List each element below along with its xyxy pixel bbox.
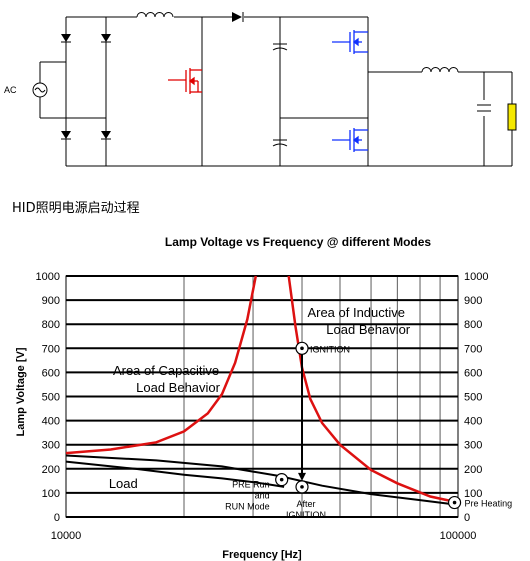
chart-title: Lamp Voltage vs Frequency @ different Mo… <box>165 235 432 249</box>
region-annotation: Area of Inductive <box>307 305 405 320</box>
y-tick-label-right: 300 <box>464 440 482 452</box>
bridge-diode-icons <box>61 34 111 140</box>
series-line-1 <box>65 275 258 455</box>
y-tick-label-right: 500 <box>464 392 482 404</box>
y-tick-label-right: 600 <box>464 367 482 379</box>
y-tick-label-right: 200 <box>464 464 482 476</box>
y-tick-label-right: 100 <box>464 488 482 500</box>
inductor-icon <box>136 12 174 18</box>
marker-label: and <box>255 491 270 501</box>
y-tick-label-right: 800 <box>464 319 482 331</box>
x-tick-label: 100000 <box>440 530 477 542</box>
y-tick-label-left: 100 <box>42 488 60 500</box>
boost-mosfet-icon <box>168 68 202 94</box>
marker-label: Pre Heating <box>465 499 513 509</box>
y-tick-label-left: 300 <box>42 440 60 452</box>
x-tick-label: 10000 <box>51 530 82 542</box>
y-tick-label-left: 500 <box>42 392 60 404</box>
y-tick-label-left: 200 <box>42 464 60 476</box>
low-side-mosfet-icon <box>332 128 368 152</box>
ac-source-icon <box>32 82 48 98</box>
y-tick-label-right: 900 <box>464 295 482 307</box>
marker-dot <box>279 477 284 482</box>
y-tick-label-left: 0 <box>54 512 60 524</box>
chart-ticks: 0 0 100 100 200 200 300 300 400 400 500 500 600 600 70… <box>36 271 489 542</box>
y-tick-label-left: 800 <box>42 319 60 331</box>
y-tick-label-left: 1000 <box>36 271 60 283</box>
y-tick-label-left: 900 <box>42 295 60 307</box>
chart-grid <box>65 275 459 518</box>
marker-dot <box>452 500 457 505</box>
ignition-arrow-head <box>298 472 307 481</box>
region-annotation: Load <box>109 476 138 491</box>
y-axis-label: Lamp Voltage [V] <box>15 347 27 436</box>
output-capacitor-icon <box>477 100 491 116</box>
marker-dot <box>300 346 304 351</box>
marker-label: After <box>296 499 315 509</box>
y-tick-label-left: 600 <box>42 367 60 379</box>
y-tick-label-right: 700 <box>464 343 482 355</box>
marker-label: IGNITION <box>310 344 350 354</box>
hid-lamp-icon <box>507 103 517 131</box>
marker-label: PRE Run <box>232 480 270 490</box>
caption: HID照明电源启动过程 <box>12 201 140 216</box>
high-side-mosfet-icon <box>332 30 368 54</box>
y-tick-label-left: 700 <box>42 343 60 355</box>
marker-label: IGNITION <box>286 510 326 520</box>
y-tick-label-right: 400 <box>464 416 482 428</box>
ac-label: AC <box>4 85 17 95</box>
y-tick-label-right: 1000 <box>464 271 488 283</box>
y-tick-label-right: 0 <box>464 512 470 524</box>
output-inductor-icon <box>421 67 459 73</box>
lamp-voltage-chart: Lamp Voltage vs Frequency @ different Mo… <box>15 235 512 561</box>
series-line-3 <box>65 460 285 488</box>
region-annotation: Area of Capacitive <box>113 363 219 378</box>
region-annotation: Load Behavior <box>326 322 411 337</box>
hid-ballast-circuit: AC <box>4 12 517 167</box>
y-tick-label-left: 400 <box>42 416 60 428</box>
marker-dot <box>300 485 304 489</box>
region-annotation: Load Behavior <box>136 380 221 395</box>
boost-diode-icon <box>232 12 244 22</box>
x-axis-label: Frequency [Hz] <box>222 549 302 561</box>
marker-label: RUN Mode <box>225 502 270 512</box>
bulk-capacitor-icons <box>272 43 288 147</box>
